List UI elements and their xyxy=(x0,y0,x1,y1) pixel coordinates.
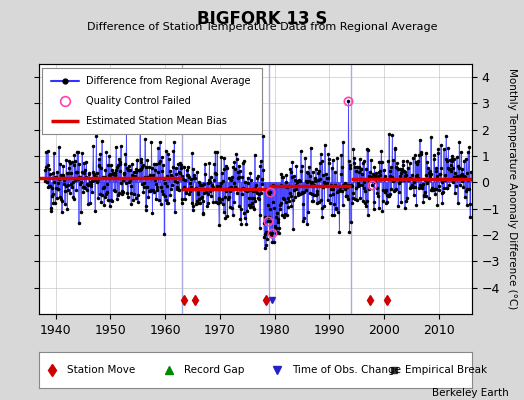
Y-axis label: Monthly Temperature Anomaly Difference (°C): Monthly Temperature Anomaly Difference (… xyxy=(507,68,517,310)
Text: Estimated Station Mean Bias: Estimated Station Mean Bias xyxy=(86,116,227,126)
Text: Time of Obs. Change: Time of Obs. Change xyxy=(292,365,401,375)
Text: Difference from Regional Average: Difference from Regional Average xyxy=(86,76,250,86)
Text: BIGFORK 13 S: BIGFORK 13 S xyxy=(197,10,327,28)
Text: Empirical Break: Empirical Break xyxy=(405,365,487,375)
Text: Record Gap: Record Gap xyxy=(184,365,245,375)
Text: Difference of Station Temperature Data from Regional Average: Difference of Station Temperature Data f… xyxy=(87,22,437,32)
Text: Quality Control Failed: Quality Control Failed xyxy=(86,96,191,106)
Text: Berkeley Earth: Berkeley Earth xyxy=(432,388,508,398)
Text: Station Move: Station Move xyxy=(68,365,136,375)
